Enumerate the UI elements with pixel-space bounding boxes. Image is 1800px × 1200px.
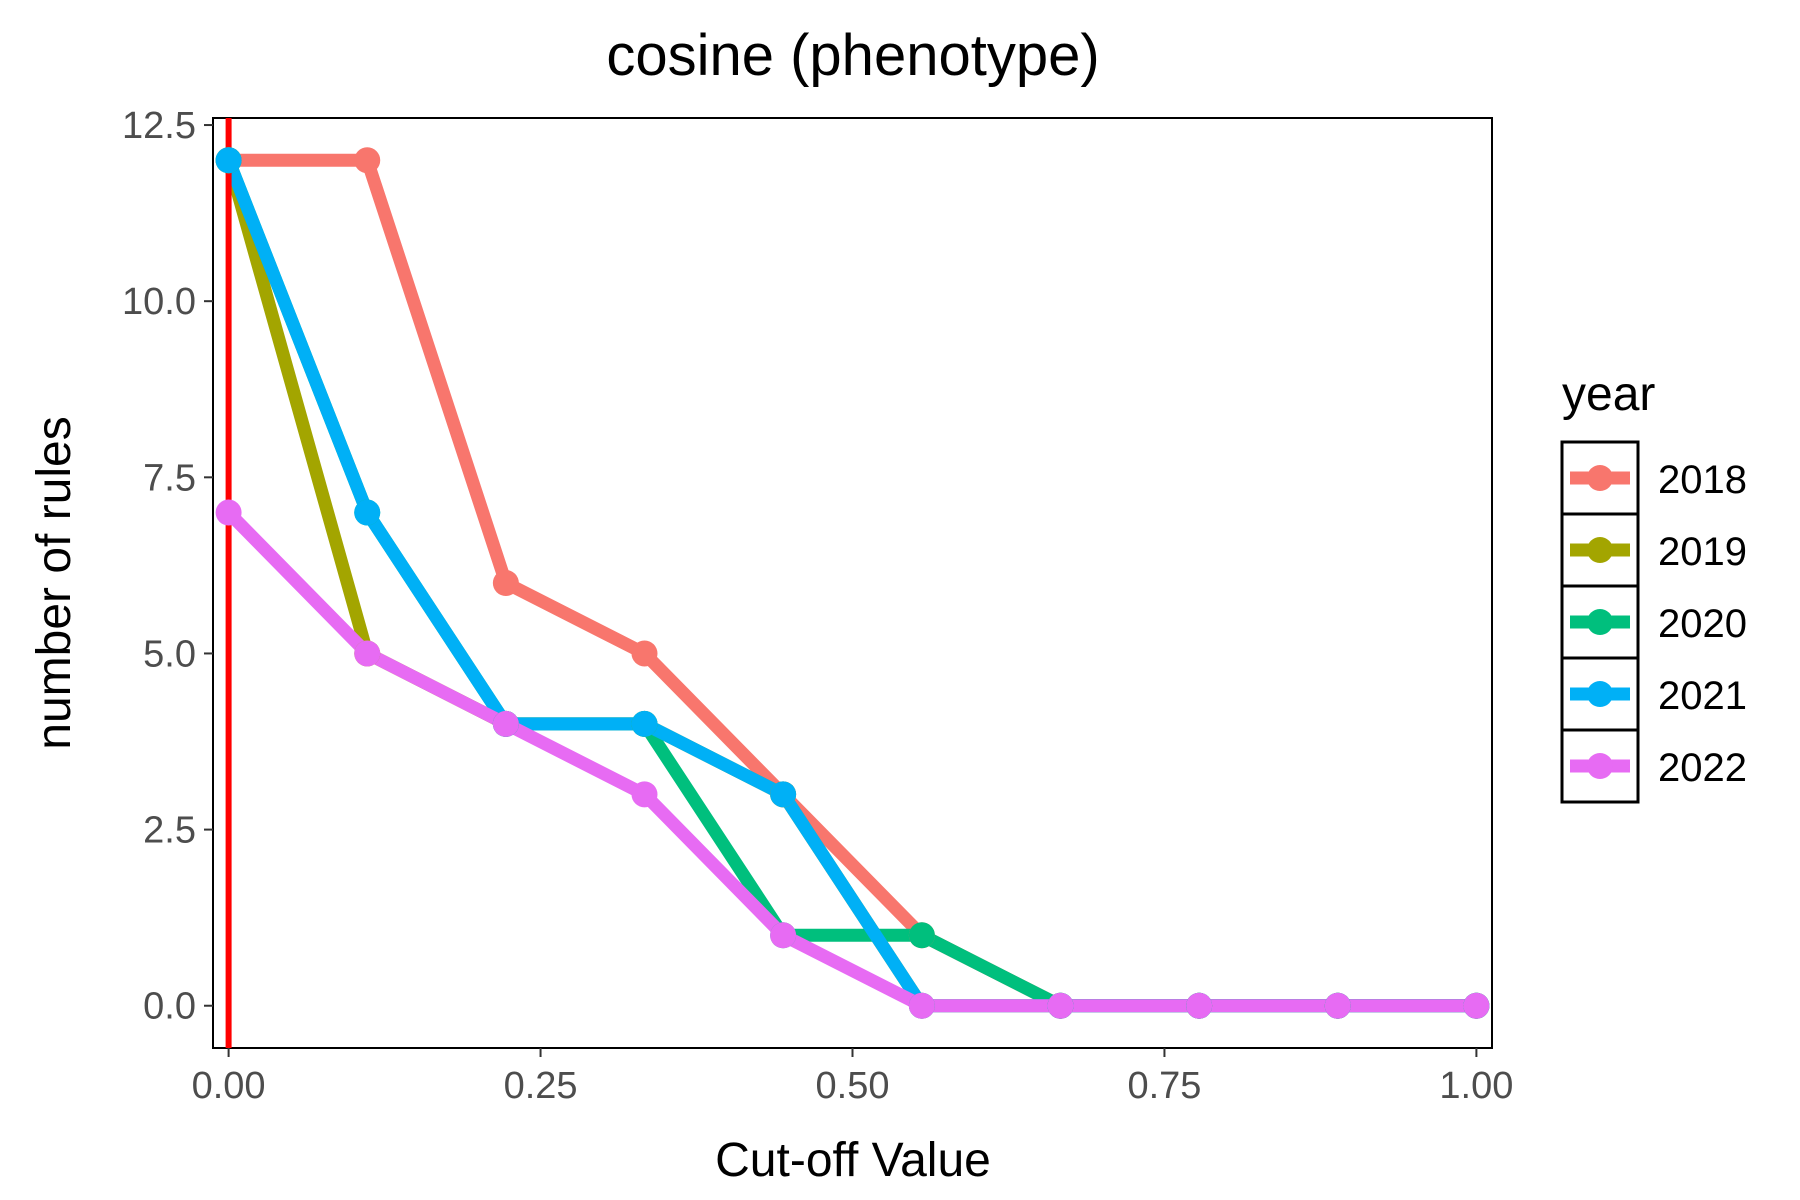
y-tick-label: 0.0	[143, 986, 196, 1028]
y-axis-title: number of rules	[28, 416, 81, 750]
y-tick-label: 12.5	[122, 105, 196, 147]
data-point-2022	[908, 992, 935, 1019]
x-axis-title: Cut-off Value	[715, 1134, 991, 1187]
data-point-2022	[1186, 992, 1213, 1019]
data-point-2022	[1324, 992, 1351, 1019]
data-point-2022	[631, 781, 658, 808]
data-point-2021	[770, 781, 797, 808]
data-point-2018	[354, 147, 381, 174]
y-tick-label: 5.0	[143, 633, 196, 675]
data-point-2020	[908, 922, 935, 949]
chart-title: cosine (phenotype)	[606, 23, 1099, 88]
legend-label-2020: 2020	[1658, 602, 1747, 646]
series-points	[215, 147, 1490, 1019]
data-point-2022	[215, 499, 242, 526]
legend-key-2020	[1560, 584, 1640, 660]
data-point-2021	[631, 710, 658, 737]
data-point-2018	[492, 570, 519, 596]
x-tick-label: 1.00	[1439, 1065, 1513, 1107]
data-point-2022	[1463, 992, 1490, 1019]
legend-key-2022	[1560, 728, 1640, 804]
data-point-2022	[354, 640, 381, 667]
data-point-2018	[631, 640, 658, 667]
legend-key-2018	[1560, 440, 1640, 516]
series-lines	[222, 153, 1477, 1013]
legend-label-2018: 2018	[1658, 458, 1747, 502]
legend-key-2019	[1560, 512, 1640, 588]
series-line-2022	[223, 507, 1477, 1013]
axis-ticks: 0.00 0.25 0.50 0.75 1.00 0.0 2.5 5.0 7.5 10.0 12.5	[122, 105, 1513, 1107]
legend-title: year	[1562, 368, 1655, 421]
legend: year 2018 2019 2020 2021 2022	[1560, 368, 1747, 804]
data-point-2021	[354, 499, 381, 526]
legend-label-2019: 2019	[1658, 530, 1747, 574]
y-tick-label: 7.5	[143, 457, 196, 499]
x-tick-label: 0.75	[1127, 1065, 1201, 1107]
data-point-2021	[215, 147, 242, 174]
legend-label-2021: 2021	[1658, 674, 1747, 718]
x-tick-label: 0.25	[504, 1065, 578, 1107]
x-tick-label: 0.50	[816, 1065, 890, 1107]
x-tick-label: 0.00	[192, 1065, 266, 1107]
data-point-2022	[1047, 992, 1074, 1019]
legend-label-2022: 2022	[1658, 746, 1747, 790]
y-tick-label: 2.5	[143, 810, 196, 852]
legend-key-2021	[1560, 656, 1640, 732]
data-point-2022	[492, 710, 519, 737]
legend-keys: 2018 2019 2020 2021 2022	[1560, 440, 1747, 804]
data-point-2022	[770, 922, 797, 949]
y-tick-label: 10.0	[122, 281, 196, 323]
